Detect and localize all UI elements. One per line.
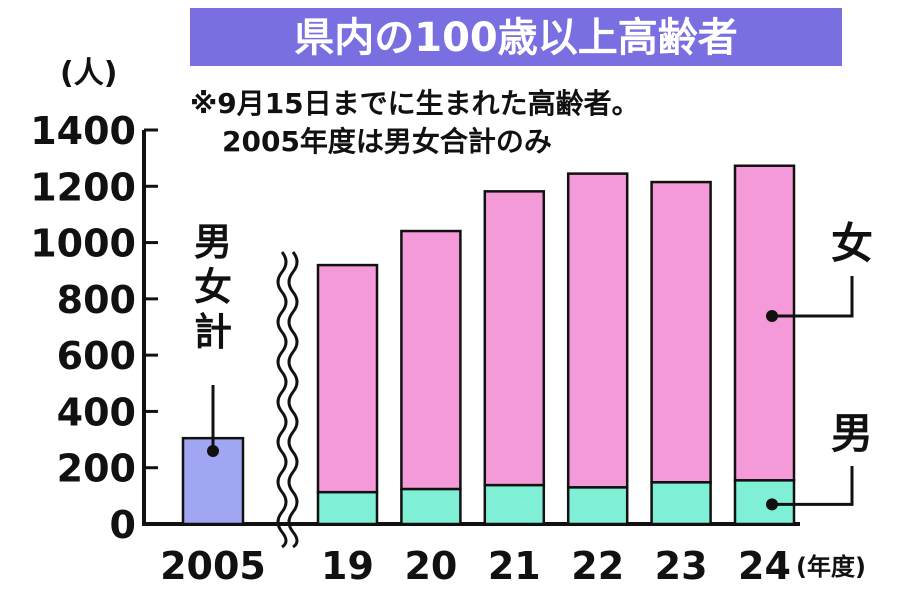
axis-break-line-1: [276, 251, 288, 549]
total-leader-dot: [207, 445, 219, 458]
x-unit-label: (年度): [796, 553, 866, 581]
x-tick-label: 19: [321, 544, 374, 588]
bar-male-23: [650, 481, 712, 526]
bar-male-24: [733, 479, 796, 526]
legend-male-dot: [766, 498, 778, 511]
bar-female-21: [483, 190, 546, 487]
bar-total-2005: [181, 436, 245, 526]
y-tick-label: 600: [57, 334, 136, 378]
y-tick-label: 0: [110, 503, 136, 547]
y-tick-label: 1000: [30, 222, 136, 266]
x-tick-label: 20: [404, 544, 457, 588]
chart-title: 県内の100歳以上高齢者: [294, 15, 738, 61]
x-tick-label: 23: [655, 544, 708, 588]
legend-female-label: 女: [831, 219, 873, 268]
total-label: 男女計: [194, 220, 232, 354]
y-unit-label: (人): [60, 56, 117, 91]
y-tick-label: 1200: [30, 165, 136, 209]
bar-female-24: [733, 164, 796, 482]
bar-male-21: [483, 483, 546, 526]
bar-female-23: [650, 180, 712, 484]
bar-male-22: [566, 486, 629, 526]
bar-female-22: [566, 172, 629, 489]
y-tick-label: 200: [57, 447, 136, 491]
x-tick-label: 24: [738, 544, 791, 588]
title-banner: [190, 8, 842, 66]
y-tick-label: 400: [57, 390, 136, 434]
axis-break-line-2: [287, 251, 299, 549]
x-tick-label: 22: [571, 544, 624, 588]
x-tick-label: 21: [488, 544, 541, 588]
legend-female-leader: [772, 276, 854, 318]
bar-female-20: [400, 229, 462, 491]
bars-group: [181, 164, 796, 526]
legend-male-label: 男: [831, 409, 873, 458]
note-line-2: 2005年度は男女合計のみ: [222, 125, 552, 158]
x-tick-label: 2005: [160, 544, 266, 588]
y-tick-label: 1400: [30, 109, 136, 153]
legend-female-dot: [766, 310, 778, 322]
bar-male-19: [316, 490, 379, 526]
note-line-1: ※9月15日までに生まれた高齢者。: [190, 87, 640, 120]
bar-female-19: [316, 263, 379, 494]
x-tick-labels: 2005 19 20 21 22 23 24: [160, 544, 791, 588]
legend-male-leader: [772, 466, 854, 506]
y-tick-label: 800: [57, 278, 136, 322]
bar-male-20: [400, 487, 462, 526]
y-ticks: 0 200 400 600 800 1000 1200 1400: [30, 109, 158, 547]
